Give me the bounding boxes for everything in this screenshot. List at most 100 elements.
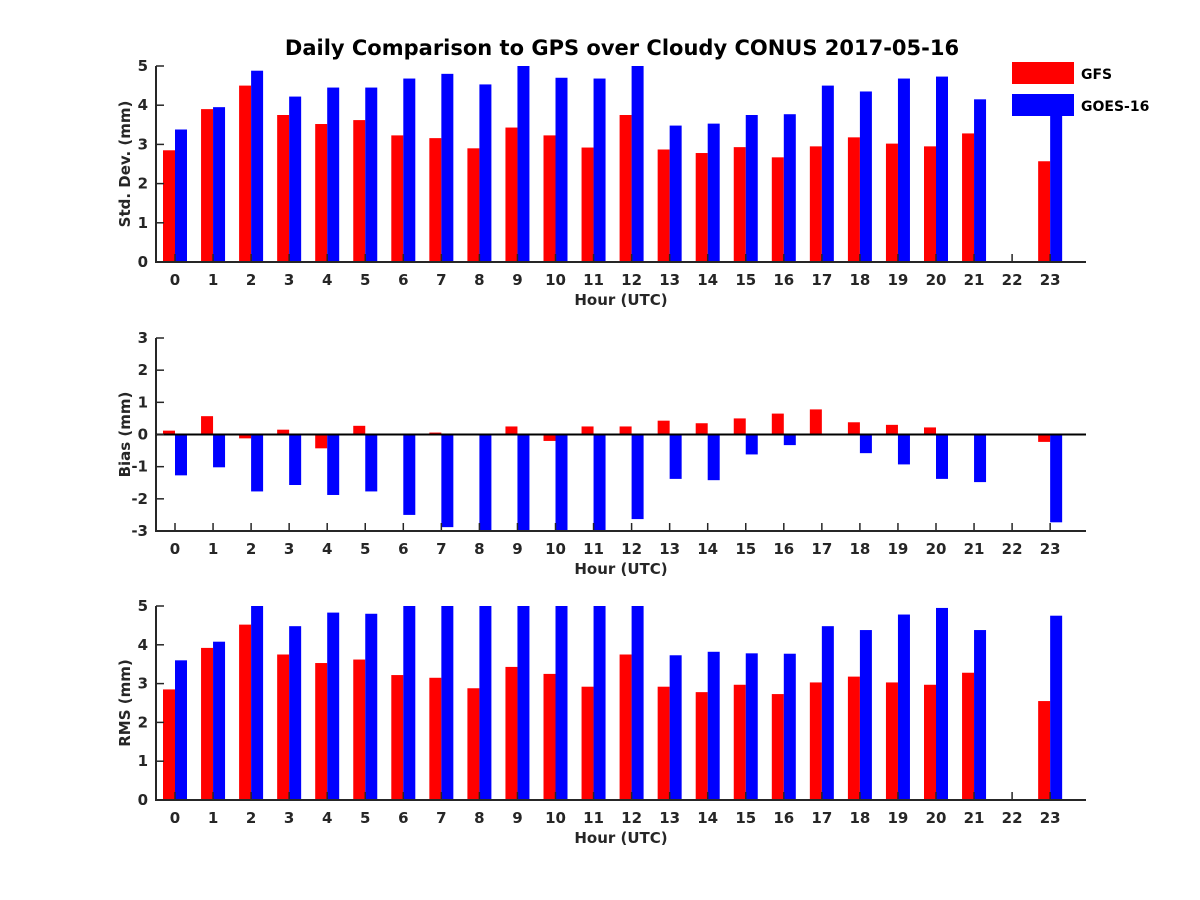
- bar-goes16-hour-3: [289, 626, 302, 800]
- bar-goes16-hour-15: [745, 434, 758, 455]
- bar-goes16-hour-1: [213, 641, 226, 800]
- bar-goes16-hour-20: [936, 76, 948, 262]
- y-axis-label: Std. Dev. (mm): [116, 101, 134, 228]
- x-axis-label: Hour (UTC): [574, 829, 667, 847]
- bar-gfs-hour-5: [353, 120, 366, 262]
- bar-goes16-hour-19: [897, 434, 910, 465]
- bar-goes16-hour-11: [593, 434, 606, 531]
- x-axis-label: Hour (UTC): [574, 560, 667, 578]
- bar-goes16-hour-11: [593, 78, 606, 262]
- bar-gfs-hour-5: [353, 659, 366, 800]
- x-tick-label: 20: [926, 540, 947, 558]
- bar-goes16-hour-20: [936, 607, 948, 800]
- bar-goes16-hour-10: [555, 434, 568, 531]
- bar-goes16-hour-16: [783, 434, 796, 446]
- bar-gfs-hour-17: [809, 409, 822, 435]
- x-axis-label: Hour (UTC): [574, 291, 667, 309]
- x-tick-label: 19: [888, 540, 909, 558]
- y-tick-label: 0: [138, 253, 148, 271]
- x-tick-label: 13: [659, 271, 680, 289]
- bar-goes16-hour-9: [517, 66, 530, 262]
- bar-gfs-hour-14: [695, 692, 708, 800]
- bar-goes16-hour-4: [327, 87, 340, 262]
- bar-goes16-hour-23: [1050, 105, 1063, 262]
- bar-goes16-hour-18: [859, 91, 872, 262]
- x-tick-label: 4: [322, 540, 332, 558]
- bar-goes16-hour-2: [251, 434, 264, 492]
- bar-goes16-hour-14: [707, 651, 720, 800]
- x-tick-label: 5: [360, 540, 370, 558]
- bar-goes16-hour-8: [479, 606, 492, 800]
- x-tick-label: 22: [1002, 271, 1023, 289]
- bar-gfs-hour-11: [581, 147, 594, 262]
- y-tick-label: 3: [138, 675, 148, 693]
- bar-goes16-hour-16: [783, 114, 796, 262]
- x-tick-label: 11: [583, 540, 604, 558]
- x-tick-label: 15: [735, 271, 756, 289]
- bar-gfs-hour-1: [201, 416, 214, 435]
- bar-goes16-hour-15: [745, 653, 758, 800]
- x-tick-label: 19: [888, 271, 909, 289]
- y-axis-label: RMS (mm): [116, 659, 134, 746]
- x-tick-label: 17: [811, 271, 832, 289]
- x-tick-label: 10: [545, 271, 566, 289]
- bar-gfs-hour-9: [505, 127, 518, 262]
- x-tick-label: 17: [811, 540, 832, 558]
- x-tick-label: 21: [964, 540, 985, 558]
- x-tick-label: 14: [697, 271, 718, 289]
- bar-gfs-hour-3: [277, 115, 290, 262]
- x-tick-label: 21: [964, 809, 985, 827]
- bar-gfs-hour-0: [163, 150, 175, 262]
- bar-gfs-hour-15: [733, 147, 746, 262]
- bar-goes16-hour-7: [441, 434, 454, 528]
- chart-title: Daily Comparison to GPS over Cloudy CONU…: [285, 36, 959, 60]
- bar-gfs-hour-14: [695, 423, 708, 435]
- x-tick-label: 1: [208, 540, 218, 558]
- bar-gfs-hour-6: [391, 675, 404, 800]
- bar-goes16-hour-3: [289, 96, 302, 263]
- bar-goes16-hour-6: [403, 606, 416, 800]
- bar-goes16-hour-21: [974, 434, 987, 483]
- y-tick-label: 4: [138, 636, 148, 654]
- x-tick-label: 9: [512, 809, 522, 827]
- bar-goes16-hour-18: [859, 630, 872, 800]
- x-tick-label: 18: [849, 540, 870, 558]
- bar-goes16-hour-8: [479, 84, 492, 262]
- bar-gfs-hour-16: [771, 694, 784, 800]
- bar-goes16-hour-19: [897, 614, 910, 800]
- y-tick-label: 1: [138, 752, 148, 770]
- bar-goes16-hour-16: [783, 653, 796, 800]
- bar-gfs-hour-18: [847, 676, 860, 800]
- y-tick-label: -2: [131, 490, 148, 508]
- x-tick-label: 1: [208, 271, 218, 289]
- y-tick-label: 1: [138, 214, 148, 232]
- legend-swatch-goes16: [1012, 94, 1074, 116]
- x-tick-label: 23: [1040, 540, 1061, 558]
- x-tick-label: 5: [360, 809, 370, 827]
- x-tick-label: 13: [659, 540, 680, 558]
- x-tick-label: 16: [773, 540, 794, 558]
- bar-goes16-hour-17: [821, 626, 834, 800]
- bar-gfs-hour-18: [847, 137, 860, 262]
- x-tick-label: 18: [849, 271, 870, 289]
- bar-gfs-hour-7: [429, 677, 442, 800]
- bar-gfs-hour-23: [1038, 701, 1051, 800]
- x-tick-label: 11: [583, 809, 604, 827]
- x-tick-label: 16: [773, 271, 794, 289]
- x-tick-label: 22: [1002, 809, 1023, 827]
- x-tick-label: 7: [436, 271, 446, 289]
- x-tick-label: 22: [1002, 540, 1023, 558]
- bar-gfs-hour-5: [353, 425, 366, 435]
- x-tick-label: 4: [322, 271, 332, 289]
- bar-goes16-hour-7: [441, 606, 454, 800]
- bar-goes16-hour-23: [1050, 615, 1063, 800]
- bar-gfs-hour-13: [657, 686, 670, 800]
- x-tick-label: 0: [170, 809, 180, 827]
- bar-goes16-hour-7: [441, 73, 454, 262]
- x-tick-label: 12: [621, 271, 642, 289]
- legend-label-goes16: GOES-16: [1081, 99, 1149, 115]
- x-tick-label: 6: [398, 809, 408, 827]
- bar-goes16-hour-0: [175, 660, 187, 800]
